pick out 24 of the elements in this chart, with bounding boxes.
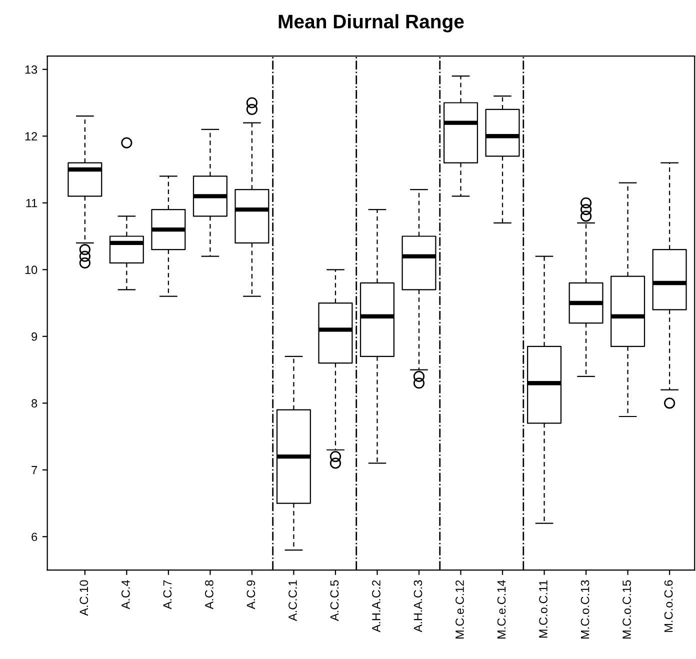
x-tick-label: A.C.4 <box>121 580 130 610</box>
x-tick-label: A.C.9 <box>246 580 256 610</box>
y-tick-label: 11 <box>26 199 38 208</box>
x-tick-label: A.C.7 <box>163 580 172 610</box>
x-tick-label: A.H.A.C.3 <box>414 580 422 632</box>
x-tick-label: A.H.A.C.2 <box>372 580 380 632</box>
y-tick-label: 6 <box>32 532 38 542</box>
x-tick-label: M.C.e.C.12 <box>456 580 464 638</box>
x-tick-label: A.C.10 <box>80 580 88 616</box>
y-tick-label: 8 <box>32 399 38 408</box>
x-tick-label: M.C.o.C.6 <box>664 580 673 632</box>
x-tick-label: M.C.o.C.15 <box>622 580 631 638</box>
x-tick-label: M.C.o.C.13 <box>580 580 590 638</box>
y-tick-label: 7 <box>32 466 38 474</box>
y-tick-label: 13 <box>25 65 38 74</box>
x-tick-label: A.C.C.5 <box>330 580 339 622</box>
y-tick-label: 12 <box>25 132 38 140</box>
x-tick-label: M.C.o.C.11 <box>539 580 548 638</box>
x-tick-label: A.C.C.1 <box>288 580 297 622</box>
y-tick-label: 9 <box>32 332 38 341</box>
x-tick-label: M.C.e.C.14 <box>497 580 506 638</box>
chart-title: Mean Diurnal Range <box>278 14 464 32</box>
y-tick-label: 10 <box>25 266 38 274</box>
x-tick-label: A.C.8 <box>205 580 214 610</box>
